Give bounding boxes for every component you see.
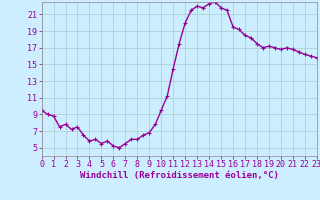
X-axis label: Windchill (Refroidissement éolien,°C): Windchill (Refroidissement éolien,°C) [80, 171, 279, 180]
